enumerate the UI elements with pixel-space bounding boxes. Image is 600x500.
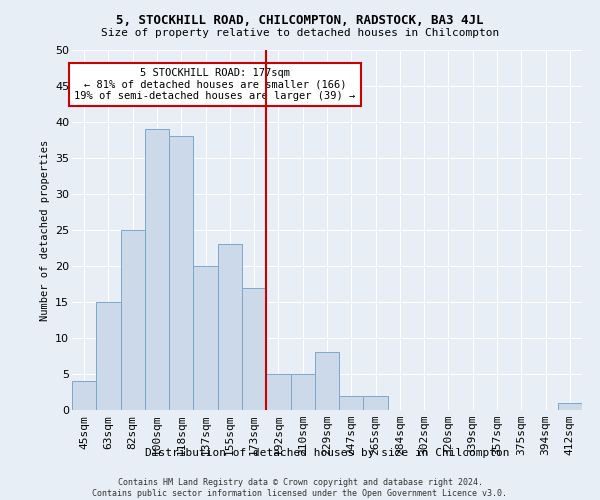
Bar (558, 403, 582, 410)
Bar (339, 396, 364, 410)
Text: Contains HM Land Registry data © Crown copyright and database right 2024.
Contai: Contains HM Land Registry data © Crown c… (92, 478, 508, 498)
Bar (145, 129, 169, 410)
Bar (364, 396, 388, 410)
Bar (290, 374, 315, 410)
Y-axis label: Number of detached properties: Number of detached properties (40, 140, 50, 320)
Bar (315, 352, 339, 410)
Bar (266, 374, 290, 410)
Bar (242, 288, 266, 410)
Bar (193, 266, 218, 410)
Bar (121, 230, 145, 410)
Text: Distribution of detached houses by size in Chilcompton: Distribution of detached houses by size … (145, 448, 509, 458)
Bar (72, 381, 96, 410)
Bar (96, 302, 121, 410)
Text: Size of property relative to detached houses in Chilcompton: Size of property relative to detached ho… (101, 28, 499, 38)
Text: 5, STOCKHILL ROAD, CHILCOMPTON, RADSTOCK, BA3 4JL: 5, STOCKHILL ROAD, CHILCOMPTON, RADSTOCK… (116, 14, 484, 27)
Bar (218, 244, 242, 410)
Bar (169, 136, 193, 410)
Text: 5 STOCKHILL ROAD: 177sqm
← 81% of detached houses are smaller (166)
19% of semi-: 5 STOCKHILL ROAD: 177sqm ← 81% of detach… (74, 68, 355, 101)
